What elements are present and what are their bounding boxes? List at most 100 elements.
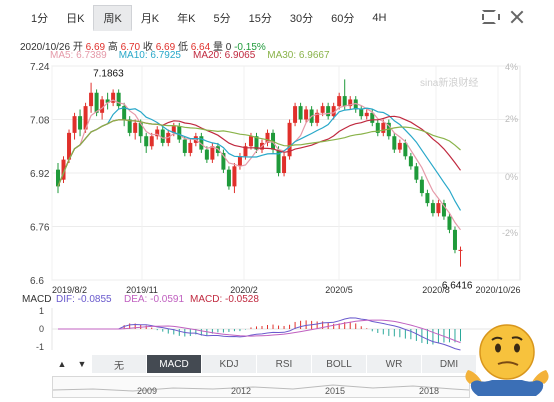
candle-body (149, 136, 154, 147)
pct-tick-label: 2% (505, 114, 518, 124)
pct-tick-label: 4% (505, 62, 518, 72)
fullscreen-icon[interactable] (482, 10, 500, 24)
indicator-tab[interactable]: KDJ (202, 355, 257, 373)
candle-body (326, 106, 331, 117)
macd-legend-item: DEA: -0.0591 (124, 294, 184, 305)
period-tab[interactable]: 月K (140, 13, 160, 25)
candle-body (436, 203, 441, 214)
high-price-mark: 7.1863 (93, 69, 124, 80)
macd-legend-item: MACD (22, 294, 51, 305)
macd-tick-label: -1 (36, 342, 44, 352)
candle-body (138, 122, 143, 137)
indicator-tab[interactable]: WR (367, 355, 422, 373)
x-tick-label: 2020/8 (422, 285, 450, 295)
candle-body (61, 159, 66, 180)
period-tab[interactable]: 30分 (289, 13, 314, 25)
candle-body (204, 149, 209, 160)
candle-body (105, 99, 110, 103)
candle-body (160, 129, 165, 143)
ma-legend: MA5: 6.7389 MA10: 6.7925 MA20: 6.9065 MA30:… (50, 50, 330, 61)
candle-body (430, 203, 435, 214)
candle-body (441, 203, 446, 217)
indicator-tab[interactable]: MACD (147, 355, 202, 373)
period-tab[interactable]: 周K (93, 5, 132, 31)
candle-body (100, 99, 105, 113)
timeline-sparkline (53, 384, 469, 392)
candle-body (331, 106, 336, 117)
candle-body (171, 126, 176, 133)
macd-legend-item: DIF: -0.0855 (56, 294, 112, 305)
open-label: 开 (72, 42, 83, 53)
candle-body (282, 156, 287, 173)
quote-summary: 2020/10/26 开 6.69 高 6.70 收 6.69 低 6.64 量… (20, 38, 266, 53)
volume-value: 0 (225, 42, 232, 53)
timeline-navigator[interactable]: 2009 2012 2015 2018 (52, 376, 470, 398)
candle-body (414, 166, 419, 180)
candle-body (397, 142, 402, 150)
candle-body (364, 112, 369, 117)
y-tick-label: 7.24 (30, 62, 50, 73)
x-tick-label: 2019/11 (126, 285, 158, 295)
close-label: 收 (142, 42, 153, 53)
indicator-tab[interactable]: BOLL (312, 355, 367, 373)
y-tick-label: 7.08 (30, 116, 50, 127)
ma-legend-item: MA10: 6.7925 (118, 50, 181, 61)
period-tab[interactable]: 60分 (331, 13, 355, 25)
macd-legend-item: MACD: -0.0528 (190, 294, 259, 305)
period-tab[interactable]: 日K (66, 13, 85, 25)
y-tick-label: 6.6 (30, 276, 44, 287)
candle-body (116, 92, 121, 107)
high-value: 6.70 (120, 42, 141, 53)
period-tab[interactable]: 15分 (248, 13, 272, 25)
candle-body (210, 146, 215, 160)
indicator-tab[interactable]: RSI (257, 355, 312, 373)
candle-body (265, 132, 270, 143)
ma30-line (57, 119, 461, 187)
candle-body (359, 109, 364, 117)
scroll-down-button[interactable]: ▼ (77, 359, 87, 369)
open-value: 6.69 (85, 42, 106, 53)
candle-body (298, 106, 303, 120)
candle-body (370, 112, 375, 123)
candle-body (232, 166, 237, 187)
period-tab[interactable]: 1分 (31, 13, 49, 25)
period-tab[interactable]: 4H (372, 12, 387, 24)
chart-tools (482, 10, 524, 24)
candle-body (342, 96, 347, 107)
x-tick-label: 2019/8/2 (52, 285, 87, 295)
ma-legend-item: MA30: 6.9667 (267, 50, 330, 61)
candle-body (199, 136, 204, 150)
candle-body (83, 106, 88, 130)
dif-line (58, 317, 461, 351)
candle-body (56, 169, 60, 187)
candle-body (348, 99, 353, 107)
candle-body (425, 193, 430, 204)
y-tick-label: 6.92 (30, 169, 50, 180)
x-tick-label: 2020/5 (325, 285, 353, 295)
volume-label: 量 (212, 42, 223, 53)
close-value: 6.69 (155, 42, 176, 53)
indicator-tab[interactable]: 无 (92, 355, 147, 373)
candle-body (248, 136, 253, 147)
indicator-tabs: ▲ ▼ 无 MACD KDJ RSI BOLL WR DMI (52, 355, 477, 373)
candle-body (94, 92, 99, 113)
candle-body (182, 139, 187, 153)
period-tab[interactable]: 年K (177, 13, 196, 25)
low-label: 低 (177, 42, 188, 53)
watermark-text: sina新浪财经 (420, 76, 478, 89)
scroll-up-button[interactable]: ▲ (57, 359, 67, 369)
indicator-tab[interactable]: DMI (422, 355, 477, 373)
candle-body (375, 122, 380, 133)
candle-body (408, 156, 413, 167)
candle-body (78, 116, 83, 130)
period-tab[interactable]: 5分 (213, 13, 231, 25)
quote-date: 2020/10/26 (20, 42, 71, 53)
candle-body (337, 96, 342, 107)
macd-tick-label: 0 (39, 324, 44, 334)
candle-body (452, 229, 457, 250)
candle-body (353, 99, 358, 110)
candle-body (122, 106, 127, 120)
timeline-year-label: 2018 (419, 386, 440, 396)
candle-body (155, 129, 160, 137)
